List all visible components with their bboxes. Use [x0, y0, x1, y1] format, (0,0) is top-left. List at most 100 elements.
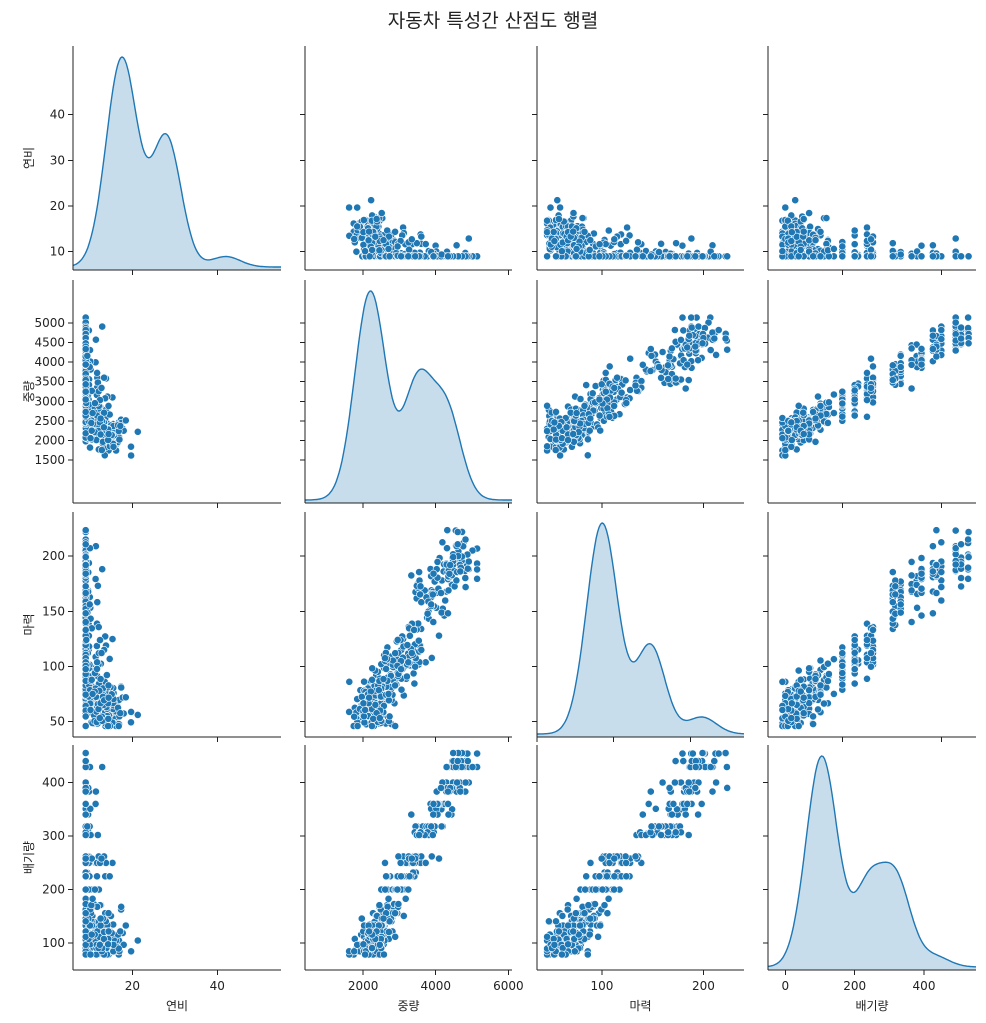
scatter-point — [964, 535, 972, 544]
scatter-point — [409, 669, 418, 678]
scatter-point — [698, 339, 707, 348]
scatter-point — [787, 436, 796, 444]
scatter-point — [81, 540, 90, 549]
scatter-point — [964, 313, 972, 322]
scatter-point — [683, 800, 692, 808]
scatter-point — [664, 828, 673, 837]
scatter-point — [371, 700, 380, 709]
scatter-point — [86, 950, 95, 959]
scatter-point — [816, 681, 825, 690]
scatter-point — [365, 927, 373, 936]
y-tick-label: 200 — [42, 549, 65, 563]
scatter-point — [94, 378, 102, 387]
scatter-point — [543, 401, 551, 410]
scatter-point — [633, 245, 641, 254]
scatter-point — [957, 574, 965, 582]
scatter-point — [446, 561, 455, 569]
scatter-point — [937, 568, 946, 576]
scatter-point — [368, 245, 376, 254]
scatter-point — [830, 655, 838, 664]
scatter-point — [646, 787, 655, 796]
scatter-point — [708, 787, 717, 796]
scatter-point — [384, 244, 393, 253]
x-tick-label: 4000 — [420, 979, 451, 993]
scatter-point — [116, 421, 125, 430]
scatter-point — [397, 665, 405, 674]
scatter-point — [549, 425, 558, 434]
y-tick-label: 150 — [42, 604, 65, 618]
scatter-point — [81, 526, 90, 535]
scatter-point — [820, 699, 828, 708]
scatter-point — [781, 446, 790, 454]
scatter-point — [869, 362, 877, 371]
scatter-point — [850, 226, 859, 235]
scatter-point — [473, 574, 481, 583]
scatter-point — [664, 375, 673, 383]
scatter-point — [937, 326, 946, 334]
scatter-point — [569, 227, 578, 236]
y-tick-label: 4000 — [34, 355, 65, 369]
scatter-point — [429, 618, 438, 626]
scatter-point — [81, 609, 90, 618]
scatter-point — [638, 360, 647, 369]
scatter-point — [811, 437, 820, 446]
scatter-point — [688, 749, 697, 758]
y-tick-label: 100 — [42, 936, 65, 950]
scatter-point — [104, 681, 113, 690]
scatter-point — [437, 250, 446, 259]
scatter-point — [572, 909, 580, 918]
scatter-point — [610, 401, 618, 410]
scatter-point — [867, 252, 875, 261]
scatter-point — [108, 635, 117, 643]
scatter-point — [679, 757, 688, 765]
scatter-point — [441, 596, 450, 605]
scatter-point — [907, 571, 916, 580]
scatter-point — [81, 757, 90, 765]
scatter-point — [937, 538, 946, 547]
scatter-point — [595, 395, 604, 404]
scatter-point — [382, 872, 390, 881]
scatter-point — [98, 565, 107, 574]
scatter-point — [473, 749, 481, 758]
scatter-point — [888, 598, 897, 607]
scatter-point — [360, 677, 368, 686]
scatter-point — [127, 947, 136, 956]
scatter-point — [863, 368, 871, 377]
scatter-point — [687, 313, 696, 322]
scatter-point — [706, 346, 715, 354]
scatter-point — [456, 787, 465, 796]
scatter-point — [444, 787, 452, 796]
scatter-point — [658, 348, 667, 356]
scatter-point — [83, 351, 92, 360]
scatter-point — [799, 709, 808, 718]
scatter-point — [115, 435, 124, 444]
scatter-point — [97, 649, 106, 657]
scatter-point — [100, 423, 108, 432]
scatter-point — [416, 590, 424, 599]
scatter-point — [444, 586, 453, 595]
scatter-point — [647, 351, 656, 360]
scatter-point — [81, 909, 90, 918]
subplot-2-2 — [532, 512, 745, 742]
scatter-point — [444, 252, 452, 261]
scatter-point — [385, 252, 394, 261]
scatter-point — [357, 914, 366, 923]
subplot-1-2 — [532, 280, 744, 508]
scatter-point — [371, 232, 380, 241]
y-tick-label: 50 — [50, 715, 65, 729]
scatter-point — [407, 854, 416, 863]
scatter-point — [94, 831, 102, 839]
scatter-point — [698, 749, 707, 757]
scatter-point — [867, 383, 875, 392]
scatter-point — [723, 252, 732, 261]
scatter-point — [116, 709, 125, 718]
scatter-point — [583, 451, 592, 460]
scatter-point — [588, 389, 597, 398]
scatter-point — [830, 690, 838, 698]
scatter-point — [638, 252, 647, 261]
scatter-point — [463, 757, 472, 765]
scatter-point — [133, 936, 142, 945]
scatter-point — [657, 373, 665, 382]
